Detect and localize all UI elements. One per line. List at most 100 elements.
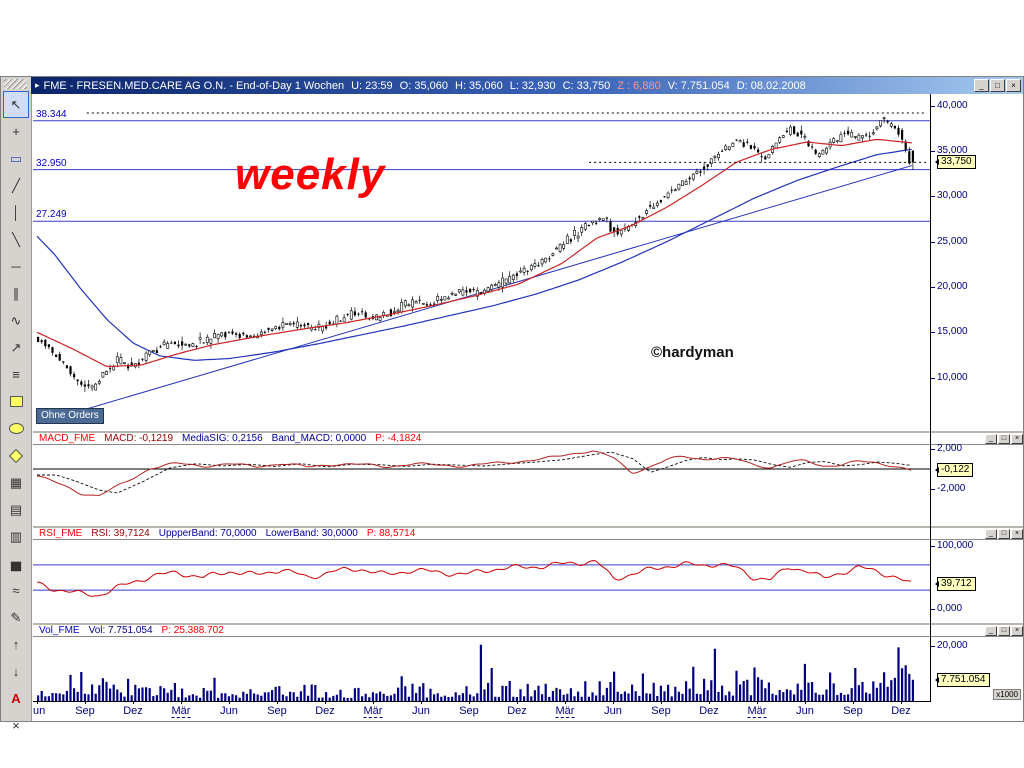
axis-tick-label: -2,000 <box>937 483 966 494</box>
time-axis-label: Jun <box>412 705 430 717</box>
trendline-tool-icon[interactable]: ╱ <box>12 178 20 193</box>
time-axis-label: Sep <box>459 705 479 717</box>
window-titlebar[interactable]: ▸ FME - FRESEN.MED.CARE AG O.N. - End-of… <box>31 77 1023 94</box>
level-label: 27.249 <box>36 209 67 221</box>
close-button[interactable]: × <box>1011 625 1023 636</box>
macd-plot[interactable] <box>33 445 930 526</box>
price-axis[interactable]: 33,750 40,000 35,000 30,000 25,000 20,000 15,… <box>931 94 1023 431</box>
close-button[interactable]: × <box>1006 79 1021 92</box>
minimize-button[interactable]: _ <box>985 625 997 636</box>
legend-segment: LowerBand: 30,0000 <box>265 528 358 539</box>
time-axis-tick <box>229 701 230 704</box>
fibonacci-tool-icon[interactable]: ≡ <box>12 367 20 382</box>
rectangle-shape-tool-icon[interactable] <box>3 388 29 415</box>
columns-tool-icon[interactable]: ▥ <box>9 529 23 544</box>
legend-segment: RSI_FME <box>39 528 83 539</box>
time-axis-tick <box>709 701 710 704</box>
macd-panel-header: MACD_FME MACD: -0,1219 MediaSIG: 0,2156 Ban… <box>33 431 1023 445</box>
erase-tool-icon[interactable]: × <box>12 718 20 733</box>
axis-tick-label: 0,000 <box>937 603 963 614</box>
grid-tool-icon[interactable]: ▦ <box>9 475 23 490</box>
time-axis-label: Mär <box>363 705 383 718</box>
minimize-button[interactable]: _ <box>985 433 997 444</box>
time-axis-label: Jun <box>220 705 238 717</box>
macd-legend: MACD_FME MACD: -0,1219 MediaSIG: 0,2156 Ban… <box>39 433 430 444</box>
minimize-button[interactable]: _ <box>985 528 997 539</box>
arrow-up-tool-icon[interactable]: ↑ <box>12 637 20 652</box>
time-axis-tick <box>133 701 134 704</box>
axis-tick-label: 20,000 <box>937 640 968 652</box>
drawing-toolbar: ↖ + ▭ ╱ │ ╲ ─ ∥ ∿ ↗ ≡ ▦ ▤ ▥ ▅ ≈ ✎ ↑ ↓ A × <box>1 77 32 732</box>
legend-segment: P: 88,5714 <box>366 528 416 539</box>
select-tool-icon[interactable]: ↖ <box>3 91 29 118</box>
time-axis-label: Dez <box>699 705 719 717</box>
axis-tick <box>931 105 935 107</box>
time-axis-label: Mär <box>555 705 575 718</box>
time-axis-label: Jun <box>604 705 622 717</box>
time-axis-label: Mär <box>171 705 191 718</box>
text-tool-icon[interactable]: A <box>11 691 21 706</box>
vertical-line-tool-icon[interactable]: │ <box>11 205 21 220</box>
legend-segment: MACD: -0,1219 <box>104 433 174 444</box>
time-axis-line <box>33 701 931 702</box>
close-button[interactable]: × <box>1011 433 1023 444</box>
maximize-button[interactable]: □ <box>998 433 1010 444</box>
time-axis-tick <box>277 701 278 704</box>
axis-separator-line <box>930 94 931 701</box>
diamond-shape-tool-icon[interactable] <box>3 442 29 469</box>
rsi-plot[interactable] <box>33 540 930 623</box>
arrow-line-tool-icon[interactable]: ↗ <box>10 340 22 355</box>
horizontal-line-tool-icon[interactable]: ─ <box>11 259 21 274</box>
macd-axis[interactable]: -0,122 2,000 -2,000 <box>931 443 1023 526</box>
volume-plot[interactable] <box>33 637 930 701</box>
pencil-tool-icon[interactable]: ✎ <box>10 610 22 625</box>
macd-value-marker: -0,122 <box>934 463 974 478</box>
close-button[interactable]: × <box>1011 528 1023 539</box>
orders-status-badge: Ohne Orders <box>36 408 104 424</box>
toolbar-grip[interactable] <box>4 79 27 89</box>
rsi-panel-header: RSI_FME RSI: 39,7124 UppperBand: 70,0000 Lo… <box>33 526 1023 540</box>
legend-segment: MediaSIG: 0,2156 <box>182 433 263 444</box>
rectangle-shape-tool-shape <box>9 396 23 407</box>
axis-tick <box>931 377 935 379</box>
macd-panel-controls: _ □ × <box>984 433 1023 444</box>
ellipse-shape-tool-icon[interactable] <box>3 415 29 442</box>
level-label: 38.344 <box>36 108 67 120</box>
legend-segment: Vol: 7.751.054 <box>88 625 153 636</box>
rsi-axis[interactable]: 39,712 100,000 0,000 <box>931 540 1023 623</box>
axis-tick-label: 10,000 <box>937 371 968 383</box>
axis-tick <box>931 546 935 547</box>
time-axis[interactable]: un Sep Dez Mär Jun Sep Dez Mär Jun Sep Dez Mär Jun Se… <box>33 701 1023 721</box>
minimize-button[interactable]: _ <box>974 79 989 92</box>
title-segment: H: 35,060 <box>455 79 503 92</box>
crosshair-tool-icon[interactable]: + <box>12 124 20 139</box>
legend-segment: UppperBand: 70,0000 <box>158 528 257 539</box>
maximize-button[interactable]: □ <box>990 79 1005 92</box>
time-axis-label: Sep <box>651 705 671 717</box>
legend-segment: Band_MACD: 0,0000 <box>271 433 367 444</box>
title-segment: U: 23:59 <box>351 79 393 92</box>
volume-axis[interactable]: 7.751.054 x1000 20,000 <box>931 637 1023 701</box>
ray-line-tool-icon[interactable]: ╲ <box>12 232 20 247</box>
time-axis-tick <box>325 701 326 704</box>
axis-tick <box>931 151 935 153</box>
time-axis-label: Sep <box>843 705 863 717</box>
maximize-button[interactable]: □ <box>998 625 1010 636</box>
time-axis-tick <box>517 701 518 704</box>
zoom-box-tool-icon[interactable]: ▭ <box>9 151 23 166</box>
ellipse-shape-tool-shape <box>8 423 24 434</box>
parallel-channel-tool-icon[interactable]: ∥ <box>12 286 20 301</box>
wave-tool-icon[interactable]: ≈ <box>12 583 20 598</box>
time-axis-tick <box>901 701 902 704</box>
title-segment: D: 08.02.2008 <box>736 79 806 92</box>
axis-tick-label: 25,000 <box>937 235 968 247</box>
time-axis-tick <box>757 701 758 704</box>
histogram-tool-icon[interactable]: ▅ <box>11 556 21 571</box>
time-axis-tick <box>421 701 422 704</box>
axis-tick-label: 2,000 <box>937 443 963 454</box>
price-chart-plot[interactable]: weekly ©hardyman Ohne Orders 38.344 32.95… <box>33 94 930 431</box>
table-tool-icon[interactable]: ▤ <box>9 502 23 517</box>
arrow-down-tool-icon[interactable]: ↓ <box>12 664 20 679</box>
maximize-button[interactable]: □ <box>998 528 1010 539</box>
freehand-line-tool-icon[interactable]: ∿ <box>10 313 22 328</box>
